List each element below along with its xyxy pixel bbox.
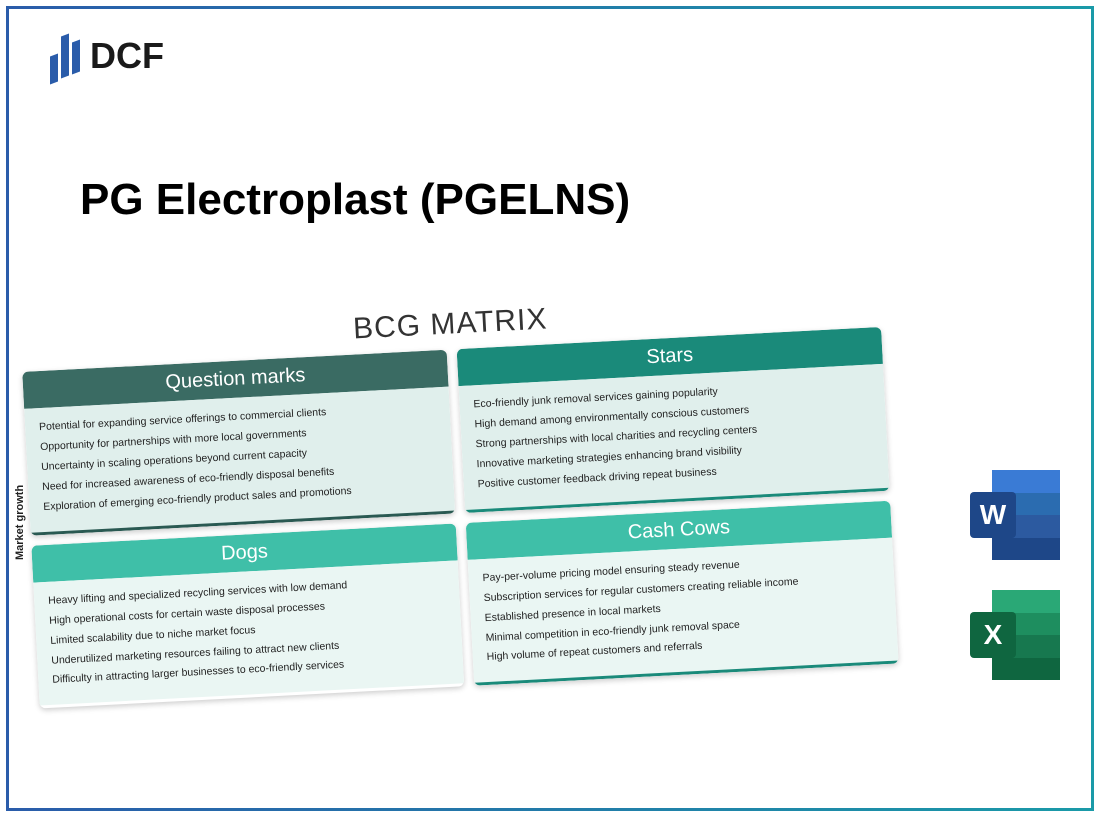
quadrant-cash-cows: Cash Cows Pay-per-volume pricing model e… (466, 500, 899, 686)
word-badge: W (970, 492, 1016, 538)
excel-icon[interactable]: X (970, 590, 1060, 680)
quadrant-dogs: Dogs Heavy lifting and specialized recyc… (31, 523, 464, 709)
file-icons: W X (970, 470, 1060, 680)
quadrant-stars: Stars Eco-friendly junk removal services… (457, 327, 890, 513)
y-axis-label: Market growth (14, 485, 26, 560)
excel-badge: X (970, 612, 1016, 658)
page-title: PG Electroplast (PGELNS) (80, 175, 630, 225)
quadrant-question-marks: Question marks Potential for expanding s… (22, 350, 455, 536)
logo-bars-icon (50, 35, 80, 77)
quadrant-body: Heavy lifting and specialized recycling … (33, 560, 464, 706)
quadrant-body: Pay-per-volume pricing model ensuring st… (468, 537, 899, 686)
quadrant-body: Eco-friendly junk removal services gaini… (459, 364, 890, 513)
logo-text: DCF (90, 35, 164, 77)
quadrant-body: Potential for expanding service offering… (24, 387, 455, 536)
matrix-grid: Question marks Potential for expanding s… (22, 327, 898, 709)
logo: DCF (50, 35, 164, 77)
word-icon[interactable]: W (970, 470, 1060, 560)
bcg-matrix: BCG MATRIX Question marks Potential for … (20, 285, 899, 709)
